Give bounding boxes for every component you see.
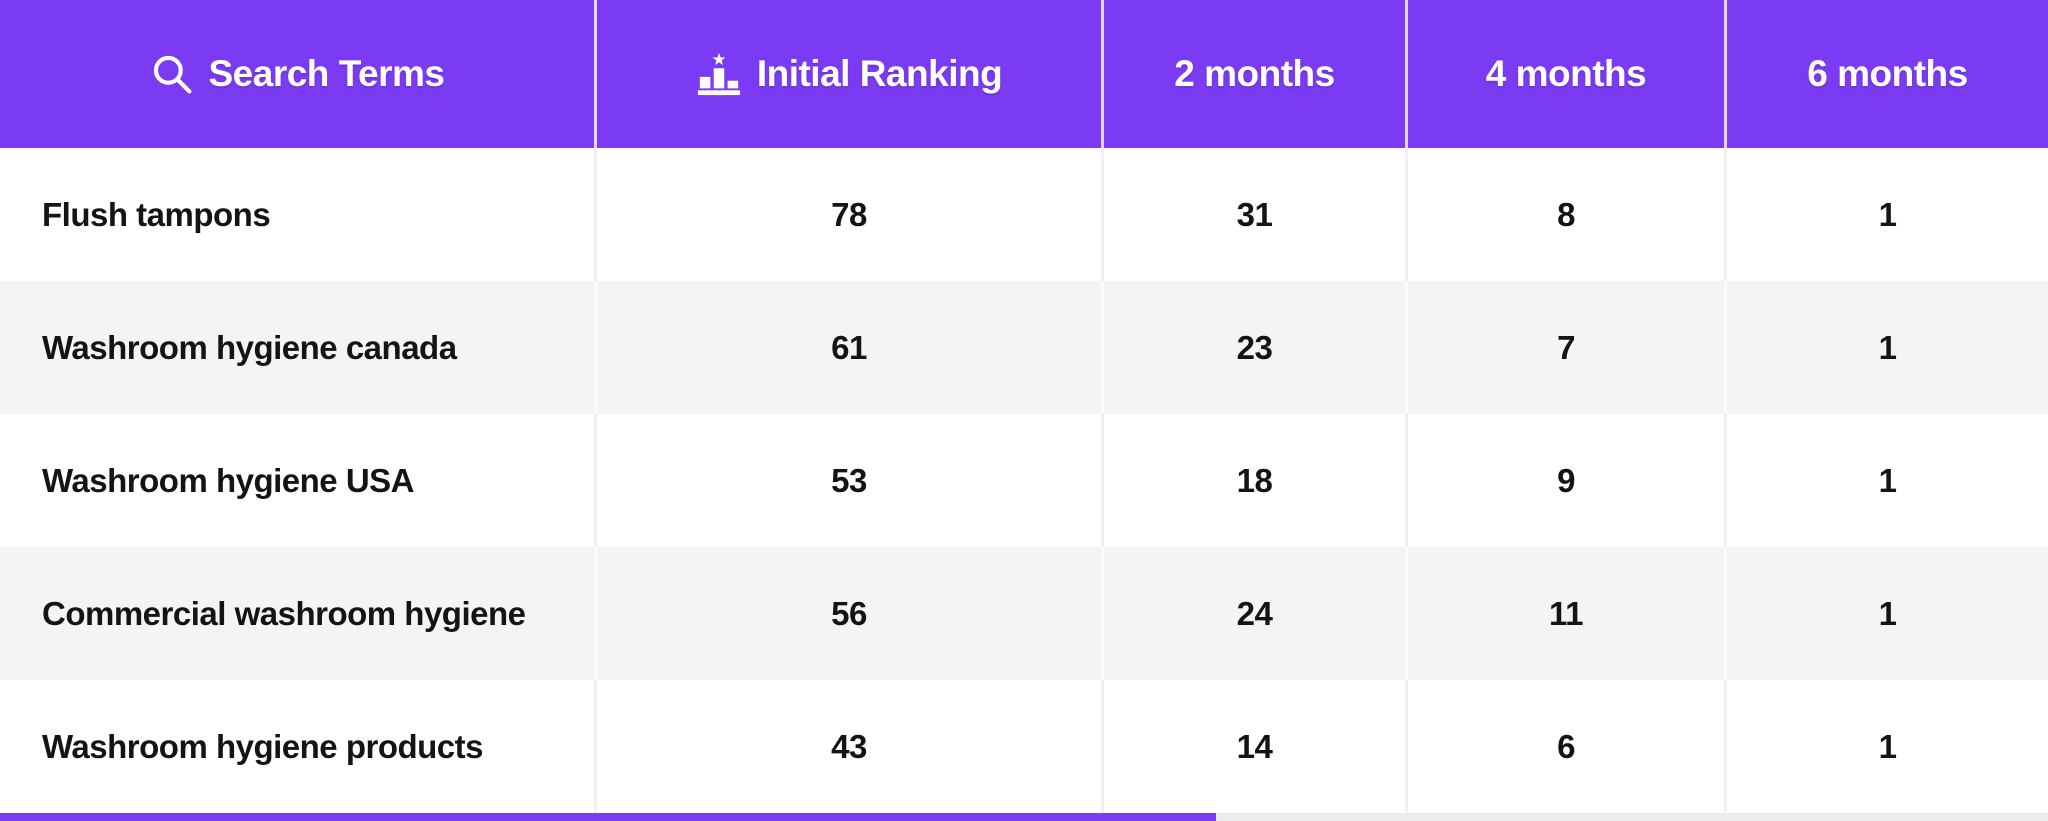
ranking-4-months-cell: 9 xyxy=(1405,414,1724,547)
ranking-6-months-cell: 1 xyxy=(1724,148,2048,281)
ranking-2-months-cell: 14 xyxy=(1101,680,1405,813)
search-term-cell: Flush tampons xyxy=(42,195,271,233)
ranking-icon xyxy=(697,52,740,96)
cropped-purple-header-strip xyxy=(0,813,1216,821)
column-header-2-months: 2 months xyxy=(1101,0,1405,148)
ranking-6-months-cell: 1 xyxy=(1724,547,2048,680)
column-header-label: 4 months xyxy=(1485,53,1647,94)
ranking-4-months-cell: 11 xyxy=(1405,547,1724,680)
search-term-cell: Commercial washroom hygiene xyxy=(42,594,526,632)
table-row: Washroom hygiene products 43 14 6 1 xyxy=(0,680,2048,813)
search-icon xyxy=(153,55,191,94)
cropped-next-section-strip xyxy=(0,813,2048,821)
ranking-2-months-cell: 18 xyxy=(1101,414,1405,547)
column-header-label: Initial Ranking xyxy=(756,53,1003,94)
initial-ranking-cell: 53 xyxy=(594,414,1101,547)
ranking-6-months-cell: 1 xyxy=(1724,680,2048,813)
column-header-initial-ranking: Initial Ranking xyxy=(594,0,1101,148)
table-row: Commercial washroom hygiene 56 24 11 1 xyxy=(0,547,2048,680)
ranking-6-months-cell: 1 xyxy=(1724,281,2048,414)
ranking-2-months-cell: 24 xyxy=(1101,547,1405,680)
initial-ranking-cell: 78 xyxy=(594,148,1101,281)
column-header-search-terms: Search Terms xyxy=(0,0,594,148)
column-header-label: 2 months xyxy=(1174,53,1335,94)
table-row: Washroom hygiene canada 61 23 7 1 xyxy=(0,281,2048,414)
column-header-label: Search Terms xyxy=(208,53,446,94)
table-row: Washroom hygiene USA 53 18 9 1 xyxy=(0,414,2048,547)
ranking-2-months-cell: 23 xyxy=(1101,281,1405,414)
search-term-cell: Washroom hygiene products xyxy=(42,727,484,765)
table-header-row: Search Terms Initial Ranking 2 months 4 … xyxy=(0,0,2048,148)
column-header-6-months: 6 months xyxy=(1724,0,2048,148)
ranking-4-months-cell: 7 xyxy=(1405,281,1724,414)
initial-ranking-cell: 56 xyxy=(594,547,1101,680)
ranking-4-months-cell: 8 xyxy=(1405,148,1724,281)
ranking-6-months-cell: 1 xyxy=(1724,414,2048,547)
column-header-4-months: 4 months xyxy=(1405,0,1724,148)
search-term-cell: Washroom hygiene canada xyxy=(42,328,457,366)
ranking-2-months-cell: 31 xyxy=(1101,148,1405,281)
initial-ranking-cell: 61 xyxy=(594,281,1101,414)
ranking-4-months-cell: 6 xyxy=(1405,680,1724,813)
initial-ranking-cell: 43 xyxy=(594,680,1101,813)
search-term-cell: Washroom hygiene USA xyxy=(42,461,415,499)
cropped-gray-row-strip xyxy=(1216,813,2048,821)
column-header-label: 6 months xyxy=(1807,53,1968,94)
table-row: Flush tampons 78 31 8 1 xyxy=(0,148,2048,281)
